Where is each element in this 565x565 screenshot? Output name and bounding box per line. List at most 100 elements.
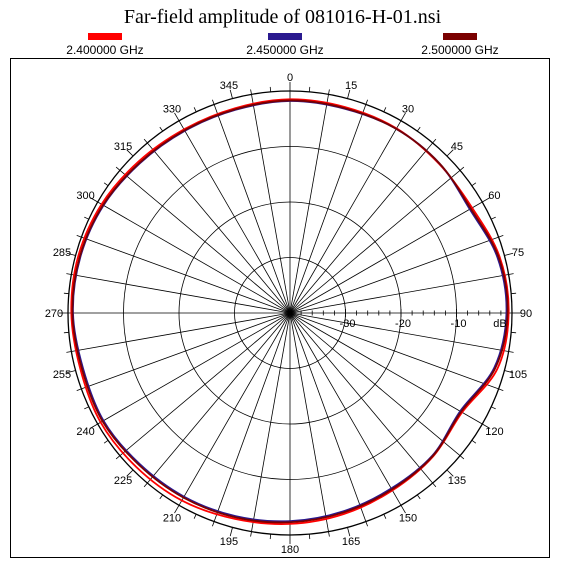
legend-item-2500: 2.500000 GHz (400, 33, 520, 57)
outer-tick (498, 388, 504, 391)
outer-tick (504, 370, 514, 374)
legend-item-2450: 2.450000 GHz (225, 33, 345, 57)
outer-tick (66, 252, 76, 256)
series-line-0 (70, 98, 510, 525)
outer-tick (115, 455, 121, 460)
grid-spoke (289, 120, 402, 314)
grid-spoke (251, 94, 291, 314)
grid-spoke (289, 104, 367, 314)
outer-tick (383, 514, 387, 519)
angle-tick-label: 120 (485, 426, 503, 438)
outer-tick (432, 482, 437, 488)
outer-tick (103, 439, 109, 444)
chart-title: Far-field amplitude of 081016-H-01.nsi (123, 6, 442, 28)
outer-tick (250, 89, 252, 95)
outer-tick (174, 505, 180, 514)
outer-tick (193, 107, 197, 112)
grid-spoke (178, 312, 291, 506)
angle-tick-label: 195 (220, 536, 238, 548)
legend: 2.400000 GHz 2.450000 GHz 2.500000 GHz (0, 33, 565, 63)
angle-tick-label: 150 (399, 512, 417, 524)
grid-spoke (289, 236, 499, 314)
angle-tick-label: 180 (281, 544, 299, 556)
angle-tick-label: 225 (114, 475, 132, 487)
radial-tick-label: -10 (451, 318, 467, 330)
outer-tick (508, 273, 514, 275)
outer-tick (229, 89, 233, 99)
series-line-2 (71, 99, 509, 524)
outer-tick (63, 331, 69, 334)
grid-spoke (289, 201, 483, 314)
grid-spoke (213, 312, 291, 522)
legend-item-2400: 2.400000 GHz (45, 33, 165, 57)
outer-tick (459, 455, 465, 460)
grid-spoke (119, 169, 291, 314)
grid-spoke (81, 236, 291, 314)
outer-tick (328, 89, 330, 95)
angle-tick-label: 75 (512, 247, 524, 259)
outer-tick (250, 531, 252, 537)
outer-tick (471, 182, 477, 187)
outer-tick (126, 469, 134, 477)
outer-tick (498, 235, 504, 238)
outer-tick (143, 482, 148, 488)
angle-tick-label: 0 (287, 72, 293, 84)
outer-tick (511, 292, 517, 295)
outer-tick (174, 112, 180, 121)
grid-spoke (71, 274, 291, 314)
legend-label-2400: 2.400000 GHz (66, 43, 144, 57)
angle-tick-label: 285 (53, 247, 71, 259)
legend-swatch-2450 (268, 33, 302, 40)
outer-tick (508, 351, 514, 353)
outer-tick (347, 527, 351, 537)
outer-tick (159, 494, 164, 500)
plot-frame (10, 58, 550, 558)
outer-tick (400, 112, 406, 121)
outer-tick (432, 138, 437, 144)
grid-spoke (119, 312, 291, 457)
outer-tick (66, 370, 76, 374)
grid-spoke (251, 312, 291, 532)
outer-tick (269, 534, 272, 540)
angle-tick-label: 240 (76, 426, 94, 438)
outer-tick (365, 521, 368, 527)
angle-tick-label: 270 (45, 308, 63, 320)
outer-tick (446, 469, 454, 477)
legend-swatch-2500 (443, 33, 477, 40)
outer-tick (328, 531, 330, 537)
angle-tick-label: 105 (509, 369, 527, 381)
outer-tick (76, 235, 82, 238)
angle-tick-label: 135 (448, 475, 466, 487)
grid-spoke (97, 312, 291, 425)
grid-spoke (289, 312, 509, 352)
outer-tick (416, 494, 421, 500)
angle-tick-label: 60 (488, 190, 500, 202)
angle-tick-label: 300 (76, 190, 94, 202)
grid-spoke (213, 104, 291, 314)
outer-tick (511, 331, 517, 334)
outer-tick (115, 166, 121, 171)
grid-spoke (289, 312, 329, 532)
angle-tick-label: 330 (163, 104, 181, 116)
outer-tick (212, 521, 215, 527)
grid-spoke (71, 312, 291, 352)
outer-tick (308, 534, 311, 540)
grid-spoke (289, 312, 483, 425)
outer-tick (89, 423, 98, 429)
outer-tick (76, 388, 82, 391)
outer-tick (482, 197, 491, 203)
radial-unit-label: dB (493, 318, 506, 330)
grid-spoke (289, 169, 461, 314)
polar-grid (59, 82, 521, 544)
outer-tick (269, 86, 272, 92)
grid-spoke (289, 94, 329, 314)
outer-tick (471, 439, 477, 444)
grid-spoke (289, 312, 499, 390)
grid-spoke (289, 274, 509, 314)
angle-tick-label: 210 (163, 512, 181, 524)
legend-label-2500: 2.500000 GHz (421, 43, 499, 57)
grid-spoke (289, 312, 434, 484)
outer-tick (446, 149, 454, 157)
angle-tick-label: 315 (114, 141, 132, 153)
